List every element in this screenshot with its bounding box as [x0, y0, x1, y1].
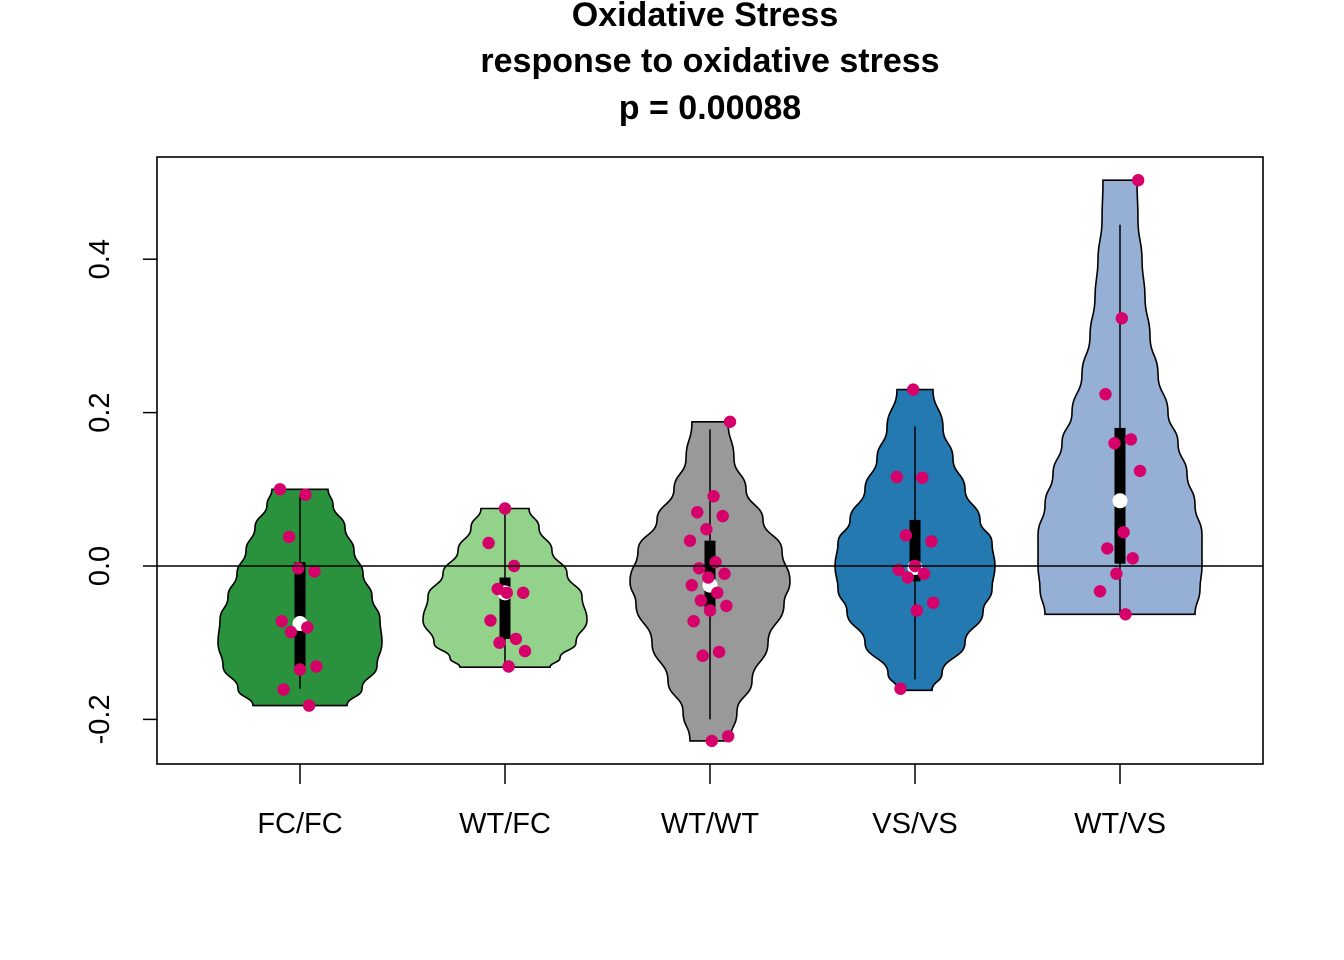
iqr-box [294, 562, 306, 667]
data-point [890, 470, 903, 484]
iqr-box [909, 519, 921, 582]
violin-group-4 [834, 383, 996, 695]
x-tick-label: WT/WT [661, 808, 760, 840]
y-tick-label: 0.0 [84, 546, 116, 586]
data-point [310, 660, 323, 673]
data-point [1110, 567, 1123, 580]
y-tick-label: 0.4 [84, 239, 116, 279]
chart-title-line-1: Oxidative Stress [572, 0, 838, 34]
x-tick-label: VS/VS [872, 808, 957, 840]
data-point [500, 586, 513, 599]
data-point [282, 530, 296, 544]
data-point [299, 488, 312, 501]
data-point [901, 571, 914, 584]
violin-group-5 [1037, 174, 1203, 621]
data-point [1093, 585, 1107, 598]
data-point [712, 645, 726, 659]
axes: -0.2 0.0 0.2 0.4 FC/FC WT/FC WT/WT VS/VS WT/VS [84, 156, 1264, 840]
data-point [1099, 388, 1112, 401]
data-point [720, 599, 733, 613]
data-point [702, 571, 715, 584]
data-point [302, 699, 316, 712]
data-point [916, 471, 929, 484]
data-point [1119, 608, 1132, 621]
data-point [292, 562, 305, 575]
data-point [493, 636, 506, 649]
data-point [692, 562, 706, 575]
data-point [1117, 526, 1130, 539]
data-point [718, 567, 731, 580]
data-point [722, 730, 735, 743]
chart-title-line-3: p = 0.00088 [619, 89, 801, 127]
data-point [1126, 552, 1139, 565]
data-point [502, 660, 515, 673]
plot-area [217, 174, 1203, 748]
data-point [705, 734, 718, 748]
data-point [716, 509, 729, 523]
data-point [1133, 464, 1147, 478]
violin-group-1 [217, 483, 383, 712]
data-point [1101, 542, 1114, 555]
data-point [1108, 437, 1121, 450]
data-point [696, 649, 709, 662]
data-point [1124, 433, 1138, 446]
data-point [917, 567, 931, 580]
data-point [703, 604, 717, 617]
data-point [694, 594, 708, 607]
data-point [899, 529, 913, 542]
data-point [482, 536, 495, 550]
data-point [1115, 312, 1129, 325]
data-point [517, 586, 530, 599]
median-point [1112, 493, 1128, 509]
data-point [509, 632, 523, 646]
data-point [498, 502, 512, 515]
data-point [925, 535, 938, 548]
data-point [1132, 174, 1145, 187]
x-tick-label: FC/FC [257, 808, 342, 840]
data-point [700, 523, 713, 536]
violin-group-2 [422, 502, 588, 673]
y-tick-label: -0.2 [84, 694, 116, 744]
chart-title-line-2: response to oxidative stress [480, 42, 939, 80]
data-point [723, 415, 737, 428]
data-point [907, 383, 920, 396]
y-tick-label: 0.2 [84, 392, 116, 432]
iqr-box [499, 577, 511, 639]
data-point [484, 614, 497, 627]
data-point [273, 483, 287, 496]
data-point [894, 682, 907, 695]
data-point [308, 565, 321, 578]
data-point [711, 586, 724, 599]
data-point [910, 604, 923, 617]
data-point [275, 615, 288, 628]
data-point [707, 490, 720, 503]
data-point [284, 625, 298, 639]
data-point [301, 621, 314, 634]
data-point [685, 579, 698, 592]
x-tick-label: WT/VS [1074, 808, 1166, 840]
data-point [293, 663, 307, 676]
data-point [277, 683, 290, 696]
x-tick-label: WT/FC [459, 808, 551, 840]
data-point [691, 506, 704, 519]
data-point [518, 644, 532, 658]
data-point [927, 596, 940, 609]
data-point [683, 534, 697, 547]
data-point [687, 615, 700, 628]
violin-group-3 [629, 415, 791, 748]
